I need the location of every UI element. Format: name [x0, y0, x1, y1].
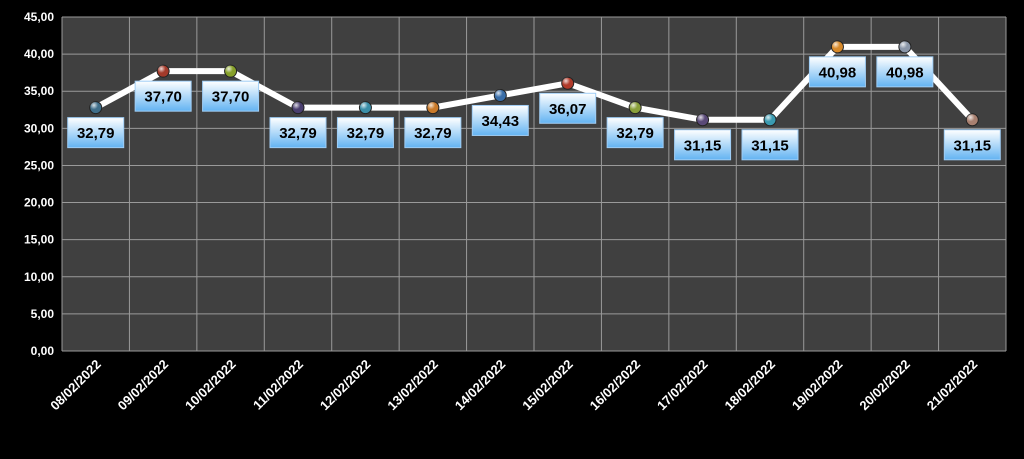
- data-label: 31,15: [943, 129, 1001, 161]
- data-label-text: 36,07: [549, 101, 587, 118]
- data-label-text: 37,70: [212, 89, 250, 106]
- data-label: 40,98: [876, 56, 934, 88]
- x-tick-label: 15/02/2022: [519, 357, 576, 414]
- data-label: 31,15: [674, 129, 732, 161]
- x-tick-label: 19/02/2022: [789, 357, 846, 414]
- data-label-text: 31,15: [684, 137, 722, 154]
- data-label-text: 32,79: [279, 125, 317, 142]
- x-tick-label: 20/02/2022: [856, 357, 913, 414]
- data-label: 32,79: [404, 117, 462, 149]
- data-label: 37,70: [134, 80, 192, 112]
- data-point-marker: [763, 113, 777, 127]
- data-label-text: 37,70: [144, 89, 182, 106]
- y-tick-label: 35,00: [24, 84, 54, 98]
- data-label: 32,79: [269, 117, 327, 149]
- data-label-text: 32,79: [616, 125, 654, 142]
- data-point-marker: [561, 76, 575, 90]
- data-point-marker: [358, 101, 372, 115]
- data-label: 40,98: [808, 56, 866, 88]
- x-tick-label: 09/02/2022: [115, 357, 172, 414]
- data-point-marker: [224, 64, 238, 78]
- y-tick-label: 0,00: [31, 344, 55, 358]
- x-tick-label: 12/02/2022: [317, 357, 374, 414]
- y-tick-label: 25,00: [24, 158, 54, 172]
- x-tick-label: 13/02/2022: [384, 357, 441, 414]
- x-tick-label: 16/02/2022: [587, 357, 644, 414]
- x-tick-label: 08/02/2022: [47, 357, 104, 414]
- data-label: 36,07: [539, 92, 597, 124]
- x-tick-label: 11/02/2022: [250, 357, 306, 413]
- data-label-text: 40,98: [886, 64, 924, 81]
- data-point-marker: [898, 40, 912, 54]
- data-label: 32,79: [606, 117, 664, 149]
- y-tick-label: 40,00: [24, 47, 54, 61]
- data-label-text: 31,15: [751, 137, 789, 154]
- data-point-marker: [696, 113, 710, 127]
- y-tick-label: 45,00: [24, 10, 54, 24]
- x-tick-label: 18/02/2022: [721, 357, 778, 414]
- x-tick-label: 17/02/2022: [654, 357, 711, 414]
- y-tick-label: 20,00: [24, 196, 54, 210]
- data-point-marker: [156, 64, 170, 78]
- x-tick-label: 21/02/2022: [924, 357, 981, 414]
- y-tick-label: 5,00: [31, 307, 55, 321]
- data-label: 34,43: [471, 104, 529, 136]
- data-point-marker: [830, 40, 844, 54]
- data-label: 32,79: [67, 117, 125, 149]
- data-label-text: 32,79: [414, 125, 452, 142]
- data-point-marker: [291, 101, 305, 115]
- x-tick-label: 14/02/2022: [452, 357, 509, 414]
- data-label-text: 31,15: [954, 137, 992, 154]
- data-label-text: 34,43: [482, 113, 520, 130]
- y-tick-label: 30,00: [24, 121, 54, 135]
- data-point-marker: [965, 113, 979, 127]
- data-point-marker: [628, 101, 642, 115]
- y-tick-label: 15,00: [24, 233, 54, 247]
- data-label: 37,70: [202, 80, 260, 112]
- data-label: 31,15: [741, 129, 799, 161]
- data-label-text: 40,98: [819, 64, 857, 81]
- data-label-text: 32,79: [347, 125, 385, 142]
- data-label: 32,79: [336, 117, 394, 149]
- y-tick-label: 10,00: [24, 270, 54, 284]
- x-tick-label: 10/02/2022: [182, 357, 239, 414]
- data-point-marker: [493, 88, 507, 102]
- data-point-marker: [89, 101, 103, 115]
- data-point-marker: [426, 101, 440, 115]
- data-label-text: 32,79: [77, 125, 115, 142]
